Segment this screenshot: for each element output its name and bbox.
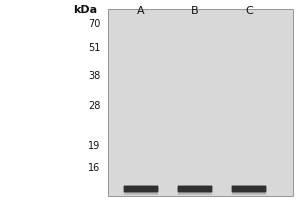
Text: 38: 38 xyxy=(88,71,100,81)
Text: 51: 51 xyxy=(88,43,100,53)
FancyBboxPatch shape xyxy=(178,186,212,190)
Text: kDa: kDa xyxy=(74,5,98,15)
FancyBboxPatch shape xyxy=(232,186,266,190)
Text: 16: 16 xyxy=(88,163,100,173)
Text: B: B xyxy=(191,6,199,16)
FancyBboxPatch shape xyxy=(178,186,212,192)
FancyBboxPatch shape xyxy=(124,190,158,195)
FancyBboxPatch shape xyxy=(232,190,266,195)
FancyBboxPatch shape xyxy=(232,186,266,192)
Bar xyxy=(108,9,292,196)
Text: 19: 19 xyxy=(88,141,100,151)
FancyBboxPatch shape xyxy=(124,186,158,192)
FancyBboxPatch shape xyxy=(178,190,212,195)
Text: 70: 70 xyxy=(88,19,100,29)
Text: 28: 28 xyxy=(88,101,100,111)
Text: A: A xyxy=(137,6,145,16)
Text: C: C xyxy=(245,6,253,16)
FancyBboxPatch shape xyxy=(124,186,158,190)
